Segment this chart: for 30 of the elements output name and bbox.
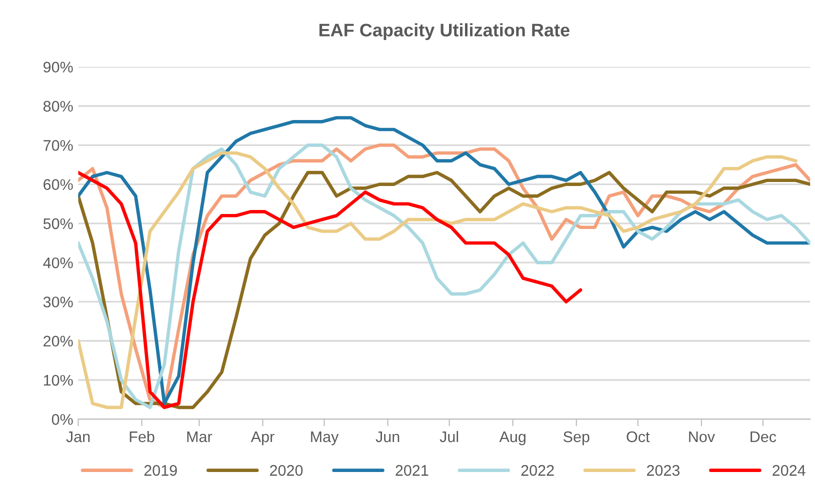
y-tick-label: 0%	[52, 414, 73, 425]
legend-label: 2024	[772, 465, 806, 476]
x-tick-label: Aug	[499, 432, 526, 446]
x-tick-label: Dec	[750, 432, 776, 442]
chart-title: EAF Capacity Utilization Rate	[319, 23, 570, 40]
legend-label: 2019	[144, 465, 177, 476]
y-tick-label: 80%	[43, 100, 73, 112]
y-tick-label: 90%	[44, 62, 73, 73]
legend-label: 2020	[270, 465, 303, 476]
x-tick-label: Nov	[689, 432, 715, 442]
x-tick-label: Jun	[376, 432, 400, 442]
x-tick-label: Apr	[250, 432, 274, 446]
y-tick-label: 60%	[44, 179, 73, 190]
legend-label: 2022	[521, 465, 554, 476]
y-tick-label: 30%	[43, 296, 73, 308]
y-tick-label: 70%	[44, 140, 73, 151]
legend-label: 2021	[396, 465, 428, 476]
x-tick-label: May	[311, 432, 339, 446]
x-tick-label: Jul	[440, 430, 458, 442]
y-tick-label: 10%	[44, 374, 73, 386]
y-tick-label: 40%	[43, 257, 73, 268]
x-tick-label: Mar	[187, 432, 212, 442]
x-tick-label: Jan	[66, 432, 90, 442]
line-series	[78, 170, 582, 410]
x-tick-label: Oct	[626, 431, 650, 442]
x-tick-label: Feb	[130, 430, 154, 442]
y-tick-label: 50%	[43, 218, 73, 230]
legend-label: 2023	[646, 465, 680, 476]
y-tick-label: 20%	[44, 336, 73, 347]
x-tick-label: Sep	[564, 431, 590, 446]
